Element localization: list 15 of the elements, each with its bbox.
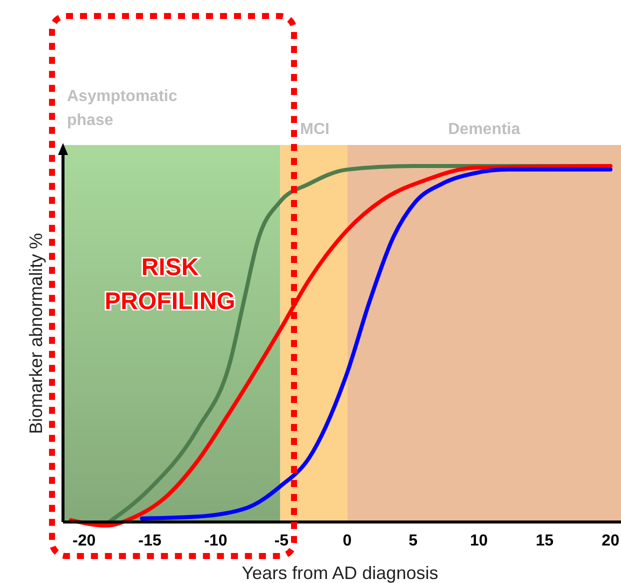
x-tick-label: -5 [274, 532, 289, 550]
x-tick-label: 20 [602, 532, 620, 550]
x-tick-label: 5 [408, 532, 418, 550]
x-tick-label: -10 [204, 532, 228, 550]
x-tick-label: 10 [470, 532, 488, 550]
x-tick-label: -15 [138, 532, 162, 550]
band-label: MCI [300, 121, 330, 138]
x-tick-label: 0 [342, 532, 352, 550]
annotation: RISK PROFILING [104, 254, 236, 315]
y-axis-title: Biomarker abnormality % [26, 232, 46, 434]
band-label: Asymptomatic phase [67, 88, 178, 129]
x-tick-label: 15 [536, 532, 554, 550]
band-label: Dementia [448, 121, 520, 138]
x-axis-title: Years from AD diagnosis [242, 563, 438, 583]
x-tick-label: -20 [72, 532, 96, 550]
